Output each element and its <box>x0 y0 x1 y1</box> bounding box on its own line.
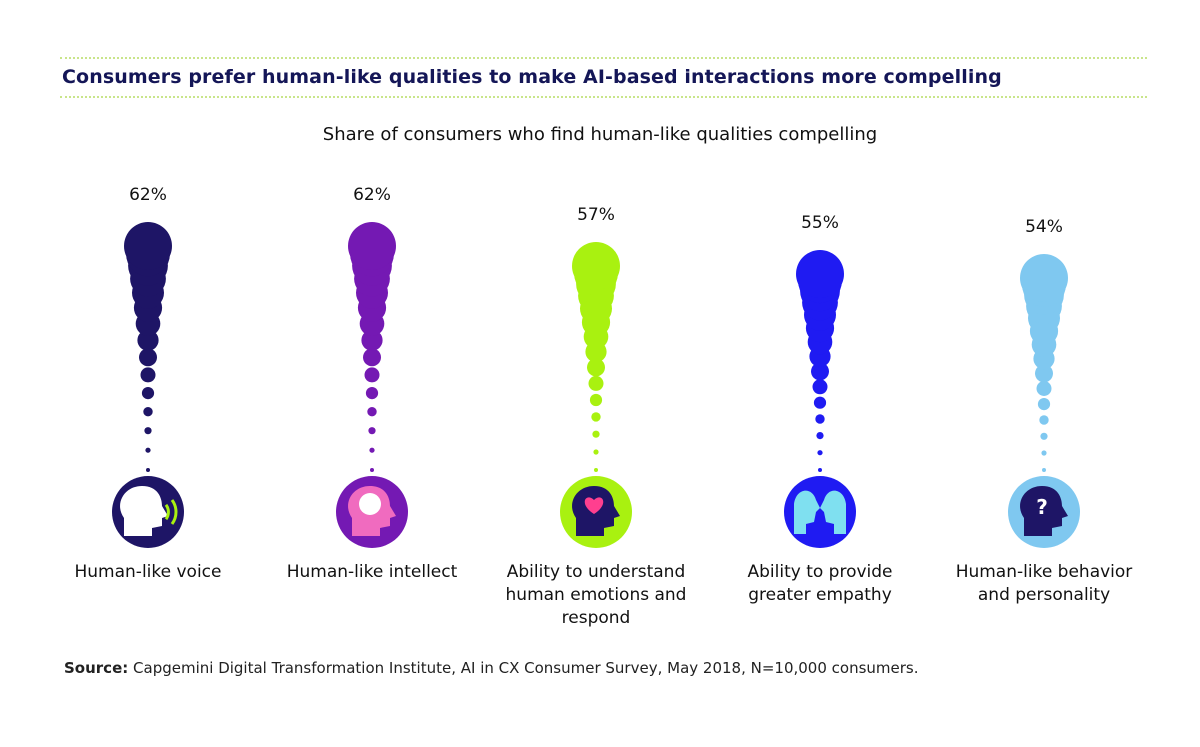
dot-mark <box>811 362 829 381</box>
dot-mark <box>365 387 379 400</box>
dot-column <box>796 250 844 472</box>
dot-mark <box>818 468 822 472</box>
dot-mark <box>816 432 824 440</box>
dot-column <box>348 222 396 472</box>
dot-mark <box>1037 398 1051 411</box>
dot-mark <box>592 430 600 438</box>
dot-mark <box>146 468 150 472</box>
dot-mark <box>1036 381 1052 396</box>
dot-mark <box>367 407 377 417</box>
category-label: Ability to provide greater empathy <box>720 561 920 607</box>
category-label-line: Human-like intellect <box>286 562 458 582</box>
dot-mark <box>370 468 374 472</box>
page-title: Consumers prefer human-like qualities to… <box>62 66 1002 88</box>
question-head-icon: ? <box>1008 476 1080 548</box>
category-label: Human-like intellect <box>272 561 472 584</box>
dot-mark <box>817 450 823 456</box>
source-label: Source: <box>64 659 129 677</box>
category-label-line: greater empathy <box>748 585 892 605</box>
dot-mark <box>815 414 825 424</box>
dot-column <box>572 242 620 472</box>
dot-mark <box>141 387 155 400</box>
brain-head-icon <box>336 476 408 548</box>
dot-mark <box>593 449 599 455</box>
source-note: Source: Capgemini Digital Transformation… <box>64 659 919 677</box>
dot-mark <box>1040 432 1048 440</box>
dot-mark <box>145 447 151 453</box>
empathy-faces-icon <box>784 476 856 548</box>
category-label-line: Human-like behavior <box>955 562 1133 582</box>
dot-mark <box>143 407 153 417</box>
dot-mark <box>140 367 156 383</box>
dot-mark <box>813 396 827 409</box>
dot-mark <box>587 358 605 377</box>
heart-head-icon <box>560 476 632 548</box>
category-label-line: respond <box>561 608 631 628</box>
dot-column <box>1020 254 1068 472</box>
category-label-line: human emotions and <box>505 585 687 605</box>
category-label: Human-like behavior and personality <box>944 561 1144 607</box>
dot-mark <box>364 367 380 383</box>
dot-mark <box>1041 450 1047 456</box>
speaking-head-icon <box>112 476 184 548</box>
value-label: 55% <box>801 213 839 233</box>
dot-mark <box>796 250 844 298</box>
dot-mark <box>363 348 381 367</box>
category-label-line: and personality <box>977 585 1111 605</box>
dot-mark <box>588 375 604 391</box>
value-label: 57% <box>577 205 615 225</box>
svg-text:?: ? <box>1036 495 1048 519</box>
dot-mark <box>348 222 396 270</box>
dot-mark <box>361 329 383 351</box>
bottom-dotted-rule <box>60 96 1147 98</box>
category-label: Human-like voice <box>48 561 248 584</box>
dot-mark <box>144 427 152 435</box>
dot-mark <box>594 468 598 472</box>
dot-mark <box>368 427 376 435</box>
dot-mark <box>572 242 620 290</box>
category-label-line: Ability to understand <box>506 562 686 582</box>
dot-mark <box>589 393 603 407</box>
dot-mark <box>124 222 172 270</box>
category-label-line: Ability to provide <box>747 562 893 582</box>
dot-mark <box>591 412 601 422</box>
top-dotted-rule <box>60 57 1147 59</box>
dot-mark <box>1042 468 1046 472</box>
value-label: 62% <box>353 185 391 205</box>
source-text: Capgemini Digital Transformation Institu… <box>133 659 919 677</box>
dot-mark <box>137 329 159 351</box>
dot-mark <box>1020 254 1068 302</box>
category-label-line: Human-like voice <box>74 562 222 582</box>
dot-column <box>124 222 172 472</box>
dot-mark <box>812 379 828 395</box>
dot-mark <box>1039 415 1049 425</box>
value-label: 62% <box>129 185 167 205</box>
dot-mark <box>1035 364 1053 383</box>
dot-mark <box>369 447 375 453</box>
category-label: Ability to understand human emotions and r… <box>496 561 696 630</box>
dot-mark <box>139 348 157 367</box>
value-label: 54% <box>1025 217 1063 237</box>
chart-title: Share of consumers who find human-like q… <box>322 124 878 145</box>
